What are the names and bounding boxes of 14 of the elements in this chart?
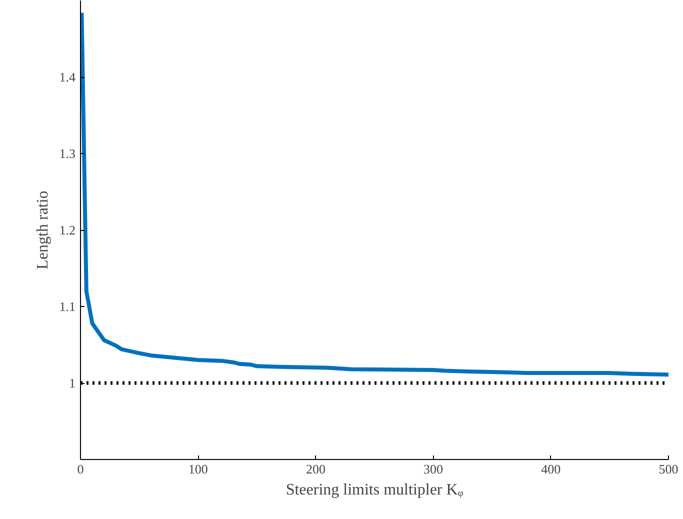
x-tick-label: 400	[541, 462, 561, 476]
x-tick-label: 200	[306, 462, 326, 476]
y-tick-label: 1.4	[59, 70, 76, 84]
x-tick-label: 100	[188, 462, 208, 476]
y-tick-label: 1.1	[59, 299, 76, 314]
y-axis-title: Length ratio	[34, 190, 52, 270]
y-tick-label: 1.2	[59, 222, 76, 238]
line-series	[80, 10, 668, 377]
x-axis-title: Steering limits multipler Kᵩ	[286, 482, 464, 498]
x-tick-label: 300	[424, 462, 444, 476]
x-tick-label: 0	[77, 462, 84, 476]
y-tick-label: 1.3	[59, 146, 76, 161]
x-tick-label: 500	[658, 462, 678, 476]
y-tick-label: 1	[69, 376, 76, 390]
